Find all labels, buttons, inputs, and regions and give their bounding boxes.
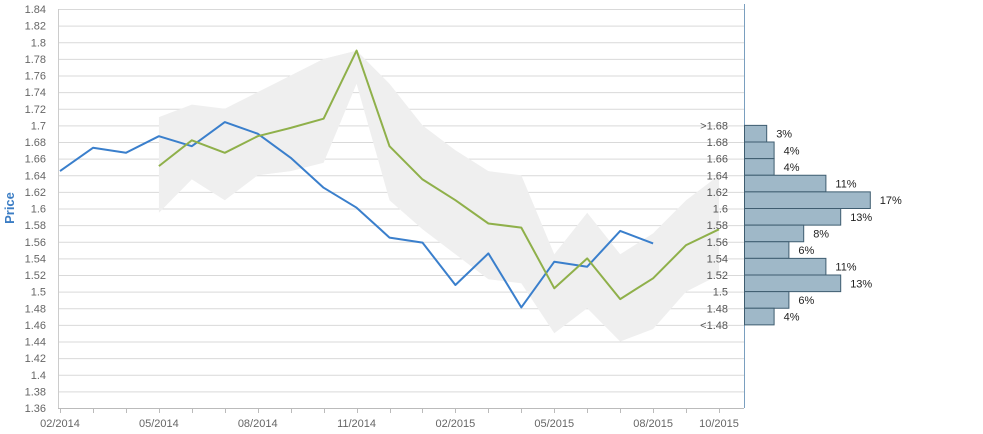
distribution-range-label: 1.5 [713, 287, 728, 299]
distribution-range-label: 1.68 [707, 137, 728, 149]
forecast-band [158, 50, 719, 342]
x-tick-label: 05/2014 [139, 418, 179, 430]
y-tick-label: 1.66 [25, 154, 46, 166]
distribution-pct-label: 13% [850, 278, 872, 290]
distribution-pct-label: 17% [880, 195, 902, 207]
y-tick-label: 1.46 [25, 320, 46, 332]
y-tick-label: 1.82 [25, 21, 46, 33]
y-tick-label: 1.52 [25, 270, 46, 282]
y-tick-label: 1.6 [31, 204, 46, 216]
distribution-range-label: 1.66 [707, 154, 728, 166]
forecast-band-area [158, 50, 719, 342]
x-tick-label: 11/2014 [337, 418, 376, 430]
distribution-range-label: 1.48 [707, 303, 728, 315]
distribution-range-label: 1.62 [707, 187, 728, 199]
distribution-bar [744, 291, 790, 309]
distribution-pct-label: 6% [798, 245, 814, 257]
x-tick-label: 05/2015 [534, 418, 574, 430]
distribution-pct-label: 8% [813, 228, 829, 240]
y-tick-label: 1.56 [25, 237, 46, 249]
distribution-pct-label: 3% [776, 129, 792, 141]
y-tick-label: 1.48 [25, 303, 46, 315]
distribution-pct-label: 4% [784, 162, 800, 174]
distribution-bar [744, 224, 805, 243]
y-tick-label: 1.54 [25, 253, 46, 265]
x-tick-label: 08/2015 [633, 418, 673, 430]
series-lines [59, 49, 720, 309]
y-tick-label: 1.36 [25, 403, 46, 415]
x-tick-label: 08/2014 [238, 418, 278, 430]
x-axis-ticks: 02/2014 05/2014 08/2014 11/2014 02/2015 05/20… [40, 408, 739, 430]
y-tick-label: 1.42 [25, 353, 46, 365]
distribution-pct-label: 6% [798, 295, 814, 307]
distribution-bar [744, 274, 842, 293]
distribution-bar [744, 158, 775, 176]
y-tick-label: 1.5 [31, 287, 46, 299]
y-tick-label: 1.72 [25, 104, 46, 116]
y-tick-label: 1.7 [31, 120, 46, 132]
distribution-bar [744, 241, 790, 259]
distribution-range-label: <1.48 [700, 320, 728, 332]
distribution-bar [744, 307, 775, 326]
series-line-2 [158, 49, 720, 301]
distribution-range-label: 1.52 [707, 270, 728, 282]
distribution-pct-label: 4% [784, 312, 800, 324]
distribution-range-label: 1.58 [707, 220, 728, 232]
distribution-bar [744, 191, 871, 209]
y-tick-label: 1.58 [25, 220, 46, 232]
series-line-1 [59, 121, 654, 309]
y-tick-label: 1.76 [25, 71, 46, 83]
x-tick-label: 10/2015 [699, 418, 739, 430]
distribution-bar [744, 257, 827, 276]
distribution-range-label: 1.56 [707, 237, 728, 249]
y-tick-label: 1.38 [25, 386, 46, 398]
y-tick-label: 1.68 [25, 137, 46, 149]
distribution-bar [744, 208, 842, 226]
distribution-pct-label: 11% [835, 262, 856, 274]
distribution-range-label: 1.64 [707, 170, 728, 182]
x-tick-label: 02/2015 [436, 418, 476, 430]
y-axis-ticks: 1.36 1.38 1.4 1.42 1.44 1.46 1.48 1.5 1.52 1.54 1.… [25, 4, 46, 415]
y-axis-title: Price [2, 192, 17, 224]
y-tick-label: 1.4 [31, 370, 46, 382]
distribution-bars: >1.68 3% 1.68 4% 1.66 4% 1.64 11% 1.62 17% 1.6 13% 1… [700, 120, 902, 332]
x-tick-label: 02/2014 [40, 418, 80, 430]
y-tick-label: 1.84 [25, 4, 46, 16]
y-tick-label: 1.74 [25, 87, 46, 99]
y-tick-label: 1.62 [25, 187, 46, 199]
distribution-bar [744, 141, 775, 160]
y-tick-label: 1.8 [31, 37, 46, 49]
y-tick-label: 1.64 [25, 170, 46, 182]
distribution-range-label: >1.68 [700, 120, 728, 132]
y-tick-label: 1.78 [25, 54, 46, 66]
y-tick-label: 1.44 [25, 337, 46, 349]
distribution-bar [744, 124, 768, 143]
distribution-pct-label: 11% [835, 179, 856, 191]
distribution-pct-label: 4% [784, 145, 800, 157]
distribution-range-label: 1.6 [713, 204, 728, 216]
distribution-range-label: 1.54 [707, 253, 728, 265]
distribution-pct-label: 13% [850, 212, 872, 224]
distribution-bar [744, 174, 827, 193]
